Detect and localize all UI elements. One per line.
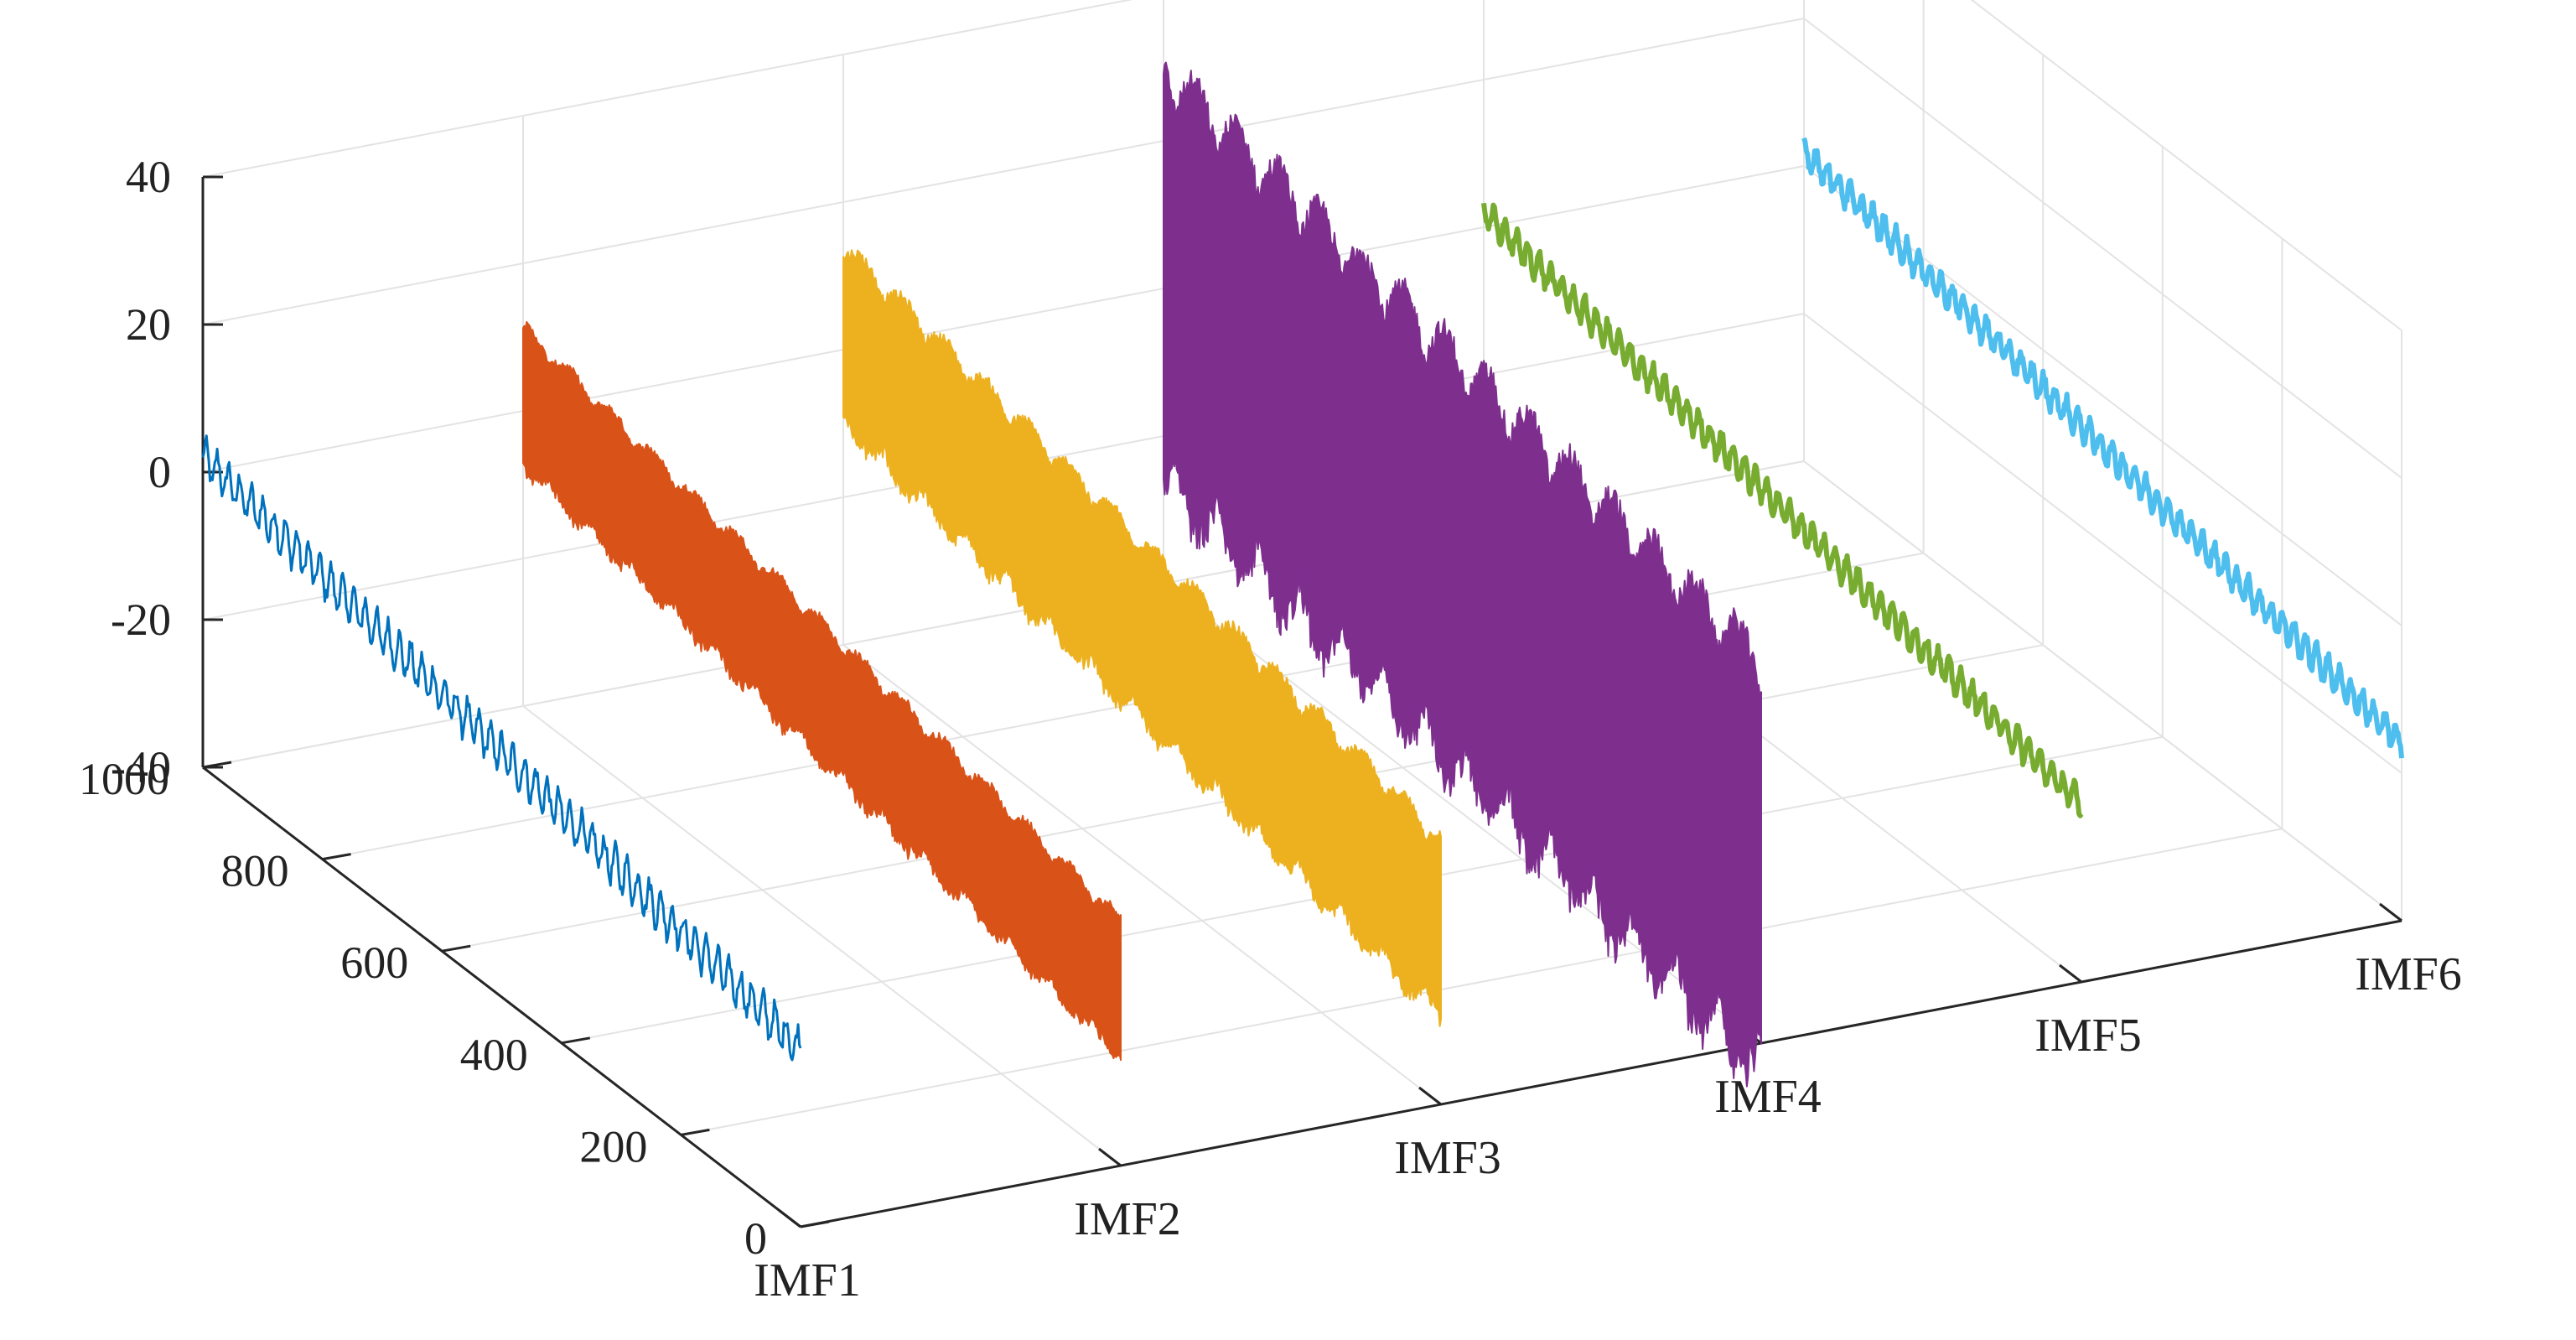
category-tick bbox=[778, 1208, 801, 1228]
series-line-imf5 bbox=[1481, 202, 2084, 818]
gridline-side-horizontal bbox=[1970, 0, 2402, 331]
series-band-imf3 bbox=[842, 249, 1442, 1027]
category-tick-label: IMF1 bbox=[754, 1254, 861, 1306]
sample-tick bbox=[681, 1128, 710, 1136]
label-layer: -40-200204002004006008001000IMF1IMF2IMF3… bbox=[79, 152, 2462, 1306]
gridline-floor-sample bbox=[522, 705, 1122, 1166]
series-line-imf6 bbox=[1801, 137, 2404, 759]
category-tick bbox=[2379, 902, 2402, 922]
gridline-side-horizontal bbox=[1803, 18, 2402, 479]
category-tick bbox=[1418, 1086, 1442, 1106]
category-tick-label: IMF2 bbox=[1074, 1193, 1181, 1245]
series-band-imf2 bbox=[522, 320, 1122, 1062]
gridline-back-horizontal bbox=[202, 18, 1805, 325]
amplitude-tick-label: 0 bbox=[148, 447, 171, 497]
category-tick bbox=[2059, 963, 2082, 984]
series-band-imf4 bbox=[1163, 61, 1762, 1088]
sample-axis-line bbox=[202, 766, 801, 1228]
series-layer bbox=[201, 61, 2404, 1088]
category-tick-label: IMF6 bbox=[2355, 948, 2462, 1000]
gridline-side-horizontal bbox=[1803, 460, 2402, 922]
sample-tick-label: 0 bbox=[744, 1213, 767, 1264]
amplitude-tick-label: 40 bbox=[126, 152, 171, 202]
gridline-side-horizontal bbox=[1803, 313, 2402, 774]
sample-tick bbox=[561, 1036, 591, 1045]
category-tick-label: IMF3 bbox=[1394, 1132, 1501, 1184]
category-tick-label: IMF5 bbox=[2034, 1010, 2142, 1062]
sample-tick bbox=[800, 1220, 830, 1228]
sample-tick bbox=[322, 853, 351, 861]
amplitude-tick-label: -40 bbox=[111, 742, 171, 792]
sample-tick bbox=[202, 761, 232, 769]
gridline-side-horizontal bbox=[1803, 165, 2402, 626]
category-axis-line bbox=[800, 919, 2402, 1228]
series-line-imf1 bbox=[201, 434, 802, 1062]
sample-tick-label: 1000 bbox=[79, 754, 169, 804]
sample-tick-label: 200 bbox=[579, 1121, 647, 1171]
sample-tick-label: 800 bbox=[221, 846, 289, 896]
category-tick bbox=[1098, 1147, 1122, 1167]
sample-tick-label: 600 bbox=[340, 937, 408, 988]
gridline-back-horizontal bbox=[202, 0, 1133, 178]
gridline-floor-sample bbox=[842, 644, 1442, 1105]
sample-tick-label: 400 bbox=[460, 1030, 528, 1080]
gridline-back-horizontal bbox=[202, 165, 1805, 473]
amplitude-tick-label: -20 bbox=[111, 595, 171, 645]
gridline-floor-category bbox=[681, 828, 2283, 1136]
category-tick-label: IMF4 bbox=[1714, 1071, 1822, 1123]
sample-tick bbox=[441, 944, 471, 953]
amplitude-tick-label: 20 bbox=[126, 299, 171, 350]
